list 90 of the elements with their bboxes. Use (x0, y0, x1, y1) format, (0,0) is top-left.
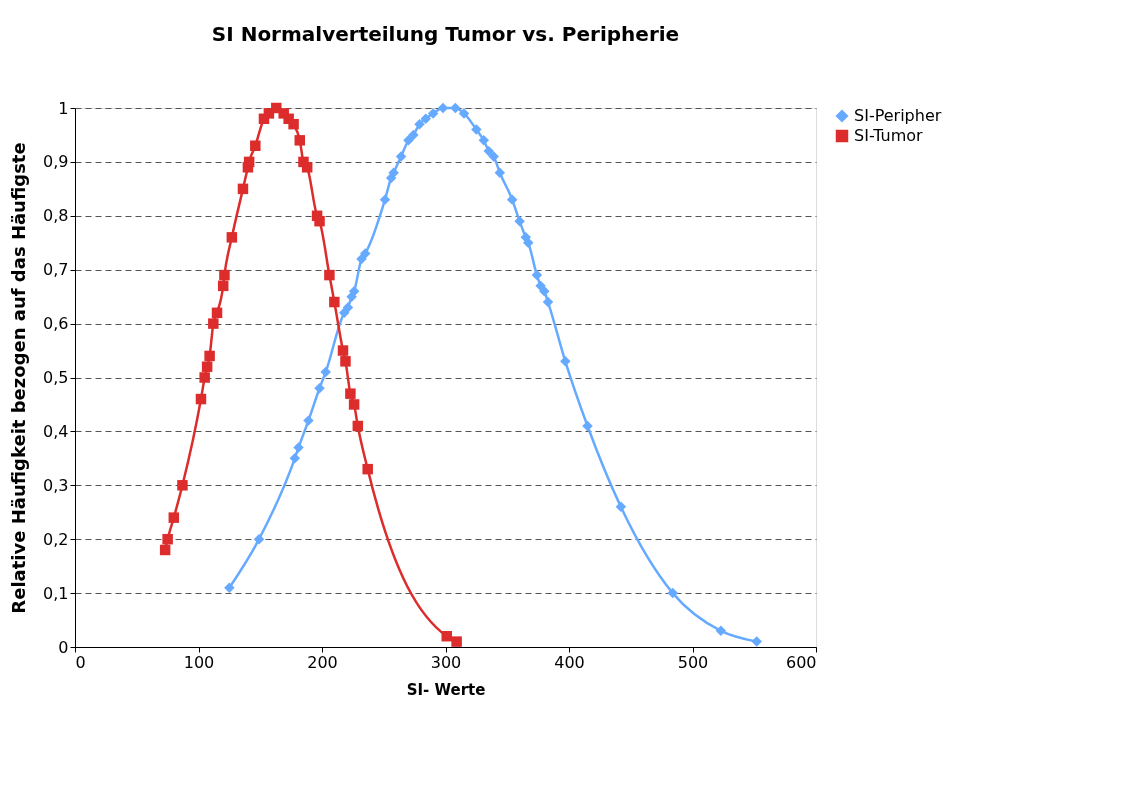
point (531, 269, 543, 281)
x-tick-label: 300 (430, 652, 462, 672)
point (208, 318, 219, 329)
y-tick-label: 0,1 (43, 583, 69, 603)
point (506, 194, 518, 205)
point (450, 102, 461, 114)
point (539, 286, 550, 297)
point (427, 108, 439, 119)
point (314, 215, 325, 227)
point (204, 350, 215, 362)
point (340, 356, 351, 367)
point (159, 544, 171, 556)
point (715, 625, 727, 637)
x-axis-title: SI- Werte (406, 680, 486, 699)
legend-label: SI-Peripher (854, 106, 942, 125)
point (458, 108, 470, 119)
point (345, 388, 356, 399)
point (217, 280, 229, 292)
point (348, 286, 360, 297)
point (414, 118, 425, 130)
y-tick-label: 0,3 (43, 475, 69, 495)
point (219, 269, 230, 281)
y-tick-label: 0,5 (43, 368, 69, 387)
point (324, 269, 335, 281)
y-axis-title: Relative Häufigkeit bezogen auf das Häufigste (8, 142, 30, 614)
point (451, 636, 462, 647)
point (483, 145, 494, 157)
point (441, 630, 452, 642)
point (224, 582, 235, 593)
point (494, 167, 506, 178)
point (337, 345, 349, 356)
point (478, 135, 490, 146)
point (243, 156, 255, 168)
y-tick-label: 0,6 (43, 314, 69, 334)
point (177, 480, 188, 491)
point (420, 113, 431, 125)
y-tick-label: 1 (58, 98, 69, 118)
point (408, 129, 419, 141)
point (314, 383, 325, 394)
point (523, 237, 534, 248)
point (211, 307, 223, 319)
point (294, 135, 306, 146)
point (514, 215, 525, 227)
point (362, 463, 373, 475)
point (615, 501, 627, 513)
point (395, 151, 407, 162)
point (560, 356, 571, 367)
point (751, 636, 762, 647)
point (201, 361, 213, 372)
point (582, 420, 593, 432)
point (162, 533, 173, 545)
x-tick-label: 600 (785, 652, 817, 672)
point (352, 420, 364, 432)
point (348, 399, 360, 410)
y-tick-label: 0,8 (43, 206, 69, 226)
point (388, 167, 399, 178)
chart-title: SI Normalverteilung Tumor vs. Peripherie (211, 22, 680, 46)
x-tick-label: 400 (554, 652, 585, 672)
legend-label: SI-Tumor (854, 126, 924, 145)
y-tick-label: 0,7 (43, 260, 69, 280)
point (199, 372, 210, 383)
point (289, 453, 301, 464)
point (301, 162, 313, 173)
point (250, 140, 261, 151)
point (329, 296, 340, 308)
point (320, 366, 331, 378)
x-tick-label: 0 (75, 652, 86, 672)
x-tick-label: 100 (183, 652, 215, 672)
y-tick-label: 0,2 (43, 529, 69, 549)
y-tick-label: 0,9 (43, 152, 69, 172)
point (195, 393, 207, 405)
point (359, 248, 371, 259)
point (288, 118, 299, 130)
point (667, 587, 678, 599)
y-tick-label: 0 (58, 637, 69, 657)
point (253, 533, 265, 545)
y-tick-label: 0,4 (43, 421, 69, 441)
point (379, 194, 391, 205)
x-tick-label: 200 (307, 652, 338, 672)
point (237, 183, 249, 195)
point (226, 232, 238, 243)
point (471, 124, 482, 135)
point (168, 512, 180, 523)
point (342, 302, 354, 313)
point (293, 442, 304, 453)
point (488, 151, 499, 162)
point (542, 296, 554, 308)
x-tick-label: 500 (677, 652, 709, 672)
point (403, 135, 414, 146)
point (303, 415, 314, 426)
